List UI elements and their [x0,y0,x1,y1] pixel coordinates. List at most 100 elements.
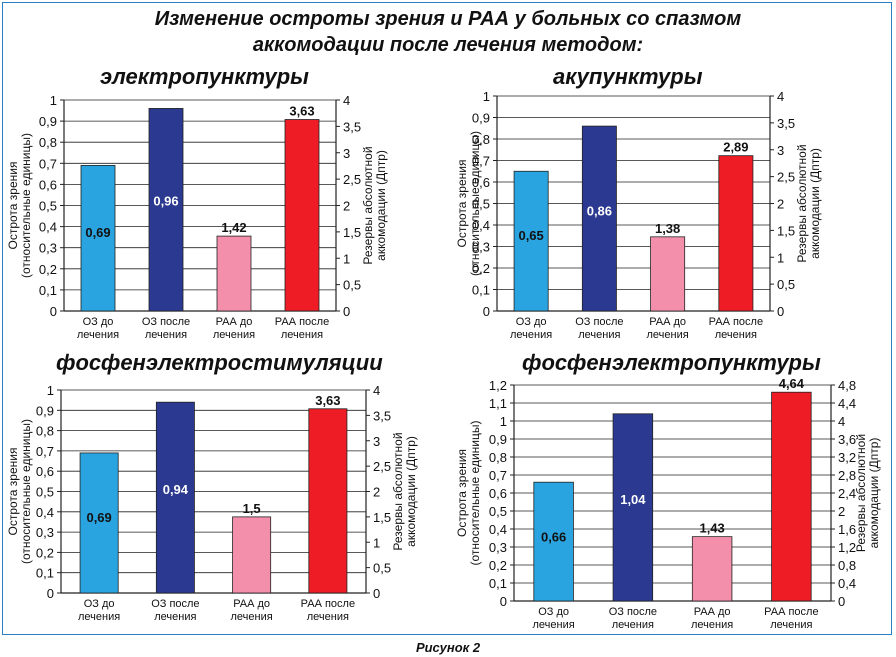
bar-4 [718,155,754,312]
category-label: ОЗ после [575,316,623,328]
left-axis-title: (относительные единицы) [19,133,33,278]
right-tick-label: 0,5 [373,561,391,576]
data-label-2: 0,94 [163,482,189,497]
left-tick-label: 1 [50,93,57,108]
left-tick-label: 0,9 [39,114,57,129]
category-label: РАА после [764,606,818,618]
left-tick-label: 0,1 [489,576,507,591]
right-tick-label: 2,4 [838,486,856,501]
right-tick-label: 3,5 [343,119,361,134]
category-label: лечения [578,329,620,341]
right-tick-label: 0,4 [838,576,856,591]
left-axis-title: (относительные единицы) [19,419,33,564]
category-label: лечения [231,611,273,623]
left-tick-label: 0,4 [472,218,490,233]
data-label-3: 1,5 [243,501,261,516]
left-axis-title: (относительные единицы) [468,131,482,276]
left-tick-label: 0,6 [489,486,507,501]
category-label: лечения [145,329,187,341]
panel-title-phosphene-puncture: фосфенэлектропунктуры [522,350,821,375]
category-label: ОЗ до [83,316,114,328]
right-tick-label: 2 [343,199,350,214]
figure-title-line-2: аккомодации после лечения методом: [252,34,644,56]
left-tick-label: 1 [47,383,54,398]
left-tick-label: 0,4 [36,505,54,520]
left-tick-label: 0,4 [39,220,57,235]
right-tick-label: 2 [838,504,845,519]
data-label-1: 0,65 [518,228,543,243]
category-label: ОЗ после [142,316,190,328]
bar-3 [232,516,272,594]
right-tick-label: 2 [373,485,380,500]
category-label: лечения [77,329,119,341]
data-label-4: 3,63 [289,104,314,119]
category-label: ОЗ после [151,598,199,610]
left-tick-label: 0,8 [36,424,54,439]
bar-3 [216,235,252,312]
data-label-1: 0,69 [86,510,111,525]
left-tick-label: 0,4 [489,522,507,537]
left-tick-label: 1 [483,89,490,104]
right-axis-title: аккомодации (Дптр) [867,438,881,549]
category-label: РАА до [216,316,253,328]
right-axis-title: Резервы абсолютной [361,146,375,264]
category-label: лечения [647,329,689,341]
right-tick-label: 2,5 [373,459,391,474]
right-axis-title: Резервы абсолютной [391,432,405,550]
left-axis-title: Острота зрения [6,162,20,250]
right-tick-label: 1,5 [373,510,391,525]
chart-panel-3: 0 0,1 0,2 0,3 0,4 0,5 0,6 0,7 0,8 0,9 1 1,1 1,2 0 0,4 0… [455,376,881,631]
bar-2 [155,401,195,594]
category-label: лечения [612,619,654,631]
right-tick-label: 1,2 [838,540,856,555]
bar-2 [612,413,654,602]
right-tick-label: 4,4 [838,396,856,411]
left-tick-label: 0,7 [39,156,57,171]
figure-caption: Рисунок 2 [415,640,481,655]
right-tick-label: 2,5 [343,172,361,187]
category-label: ОЗ до [538,606,569,618]
left-tick-label: 1,2 [489,378,507,393]
category-label: лечения [213,329,255,341]
right-tick-label: 2 [777,197,784,212]
panel-title-acupuncture: акупунктуры [553,64,703,89]
right-tick-label: 0 [373,586,380,601]
right-tick-label: 2,5 [777,170,795,185]
category-label: лечения [510,329,552,341]
left-tick-label: 0,3 [489,540,507,555]
right-tick-label: 0 [343,304,350,319]
category-label: лечения [770,619,812,631]
left-axis-title: Острота зрения [455,160,469,248]
right-tick-label: 2,8 [838,468,856,483]
left-tick-label: 0,7 [472,154,490,169]
left-tick-label: 0,2 [489,558,507,573]
category-label: ОЗ до [84,598,115,610]
left-tick-label: 0,1 [472,283,490,298]
right-tick-label: 3,2 [838,450,856,465]
data-label-1: 0,69 [85,225,110,240]
right-axis-title: Резервы абсолютной [795,144,809,262]
category-label: лечения [281,329,323,341]
left-tick-label: 0,2 [472,261,490,276]
category-label: ОЗ после [609,606,657,618]
figure-frame [2,2,892,635]
left-tick-label: 0,5 [36,485,54,500]
right-tick-label: 3,5 [373,408,391,423]
right-tick-label: 1,6 [838,522,856,537]
right-axis-title: аккомодации (Дптр) [808,148,822,259]
right-tick-label: 1 [373,535,380,550]
right-axis-title: аккомодации (Дптр) [374,150,388,261]
bar-1 [80,165,116,312]
data-label-2: 0,96 [153,194,178,209]
category-label: лечения [691,619,733,631]
category-label: РАА после [275,316,329,328]
left-tick-label: 0,7 [36,444,54,459]
left-tick-label: 0,3 [36,525,54,540]
data-label-3: 1,38 [655,221,680,236]
right-tick-label: 4 [373,383,380,398]
category-label: лечения [307,611,349,623]
left-tick-label: 0,5 [472,197,490,212]
right-tick-label: 3 [777,143,784,158]
left-tick-label: 0,1 [36,566,54,581]
right-tick-label: 1 [777,250,784,265]
